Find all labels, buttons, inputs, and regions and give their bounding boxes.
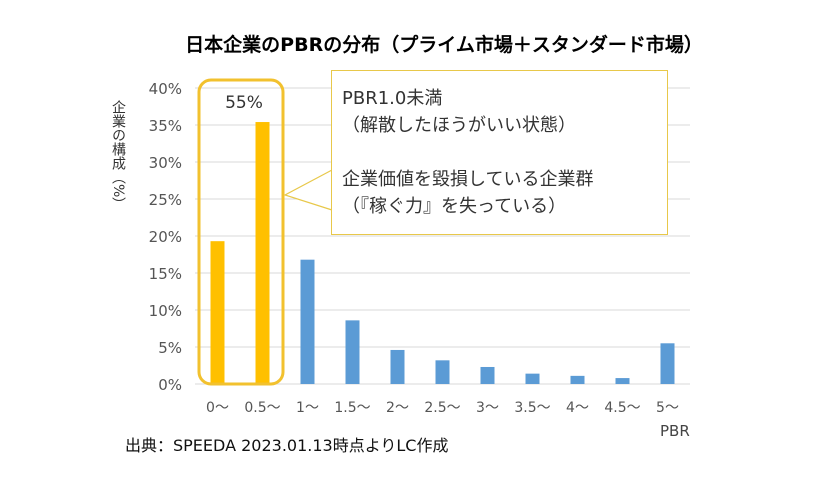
x-tick-label: 5～ — [656, 400, 679, 416]
callout-line: PBR1.0未満 — [342, 88, 443, 109]
x-tick-label: 4.5～ — [604, 400, 640, 416]
y-tick-label: 35% — [149, 117, 182, 135]
y-tick-label: 10% — [149, 302, 182, 320]
x-tick-label: 4～ — [566, 400, 589, 416]
y-tick-label: 20% — [149, 228, 182, 246]
bar — [390, 349, 405, 384]
bar — [480, 366, 495, 384]
y-axis-label: 企業の構成（%） — [110, 100, 126, 212]
source-note: 出典：SPEEDA 2023.01.13時点よりLC作成 — [125, 436, 449, 455]
highlight-box — [197, 78, 285, 386]
callout-line: （『稼ぐ力』を失っている） — [342, 196, 567, 217]
y-tick-label: 5% — [158, 339, 182, 357]
x-tick-label: 3.5～ — [514, 400, 550, 416]
bar — [660, 343, 675, 384]
x-tick-label: 2.5～ — [424, 400, 460, 416]
x-tick-label: 2～ — [386, 400, 409, 416]
callout-line: 企業価値を毀損している企業群 — [342, 169, 594, 190]
y-tick-label: 15% — [149, 265, 182, 283]
bar — [345, 320, 360, 384]
callout-pointer — [283, 169, 333, 211]
x-tick-label: 0～ — [206, 400, 229, 416]
chart-title: 日本企業のPBRの分布（プライム市場＋スタンダード市場） — [185, 34, 703, 56]
bar — [300, 259, 315, 384]
callout-line — [342, 139, 657, 166]
bar — [210, 241, 225, 384]
x-tick-label: 1.5～ — [334, 400, 370, 416]
x-tick-label: 0.5～ — [244, 400, 280, 416]
x-axis-label: PBR — [660, 422, 690, 440]
y-tick-label: 30% — [149, 154, 182, 172]
y-tick-label: 25% — [149, 191, 182, 209]
x-tick-label: 3～ — [476, 400, 499, 416]
callout-box: PBR1.0未満 （解散したほうがいい状態） 企業価値を毀損している企業群 （『… — [331, 70, 668, 235]
bar — [435, 360, 450, 384]
bar — [570, 375, 585, 384]
bar — [525, 373, 540, 384]
bar — [615, 378, 630, 384]
y-tick-label: 40% — [149, 80, 182, 98]
highlight-percentage: 55% — [225, 93, 263, 113]
y-tick-label: 0% — [158, 376, 182, 394]
x-tick-label: 1～ — [296, 400, 319, 416]
callout-line: （解散したほうがいい状態） — [342, 115, 576, 136]
bar — [255, 122, 270, 384]
